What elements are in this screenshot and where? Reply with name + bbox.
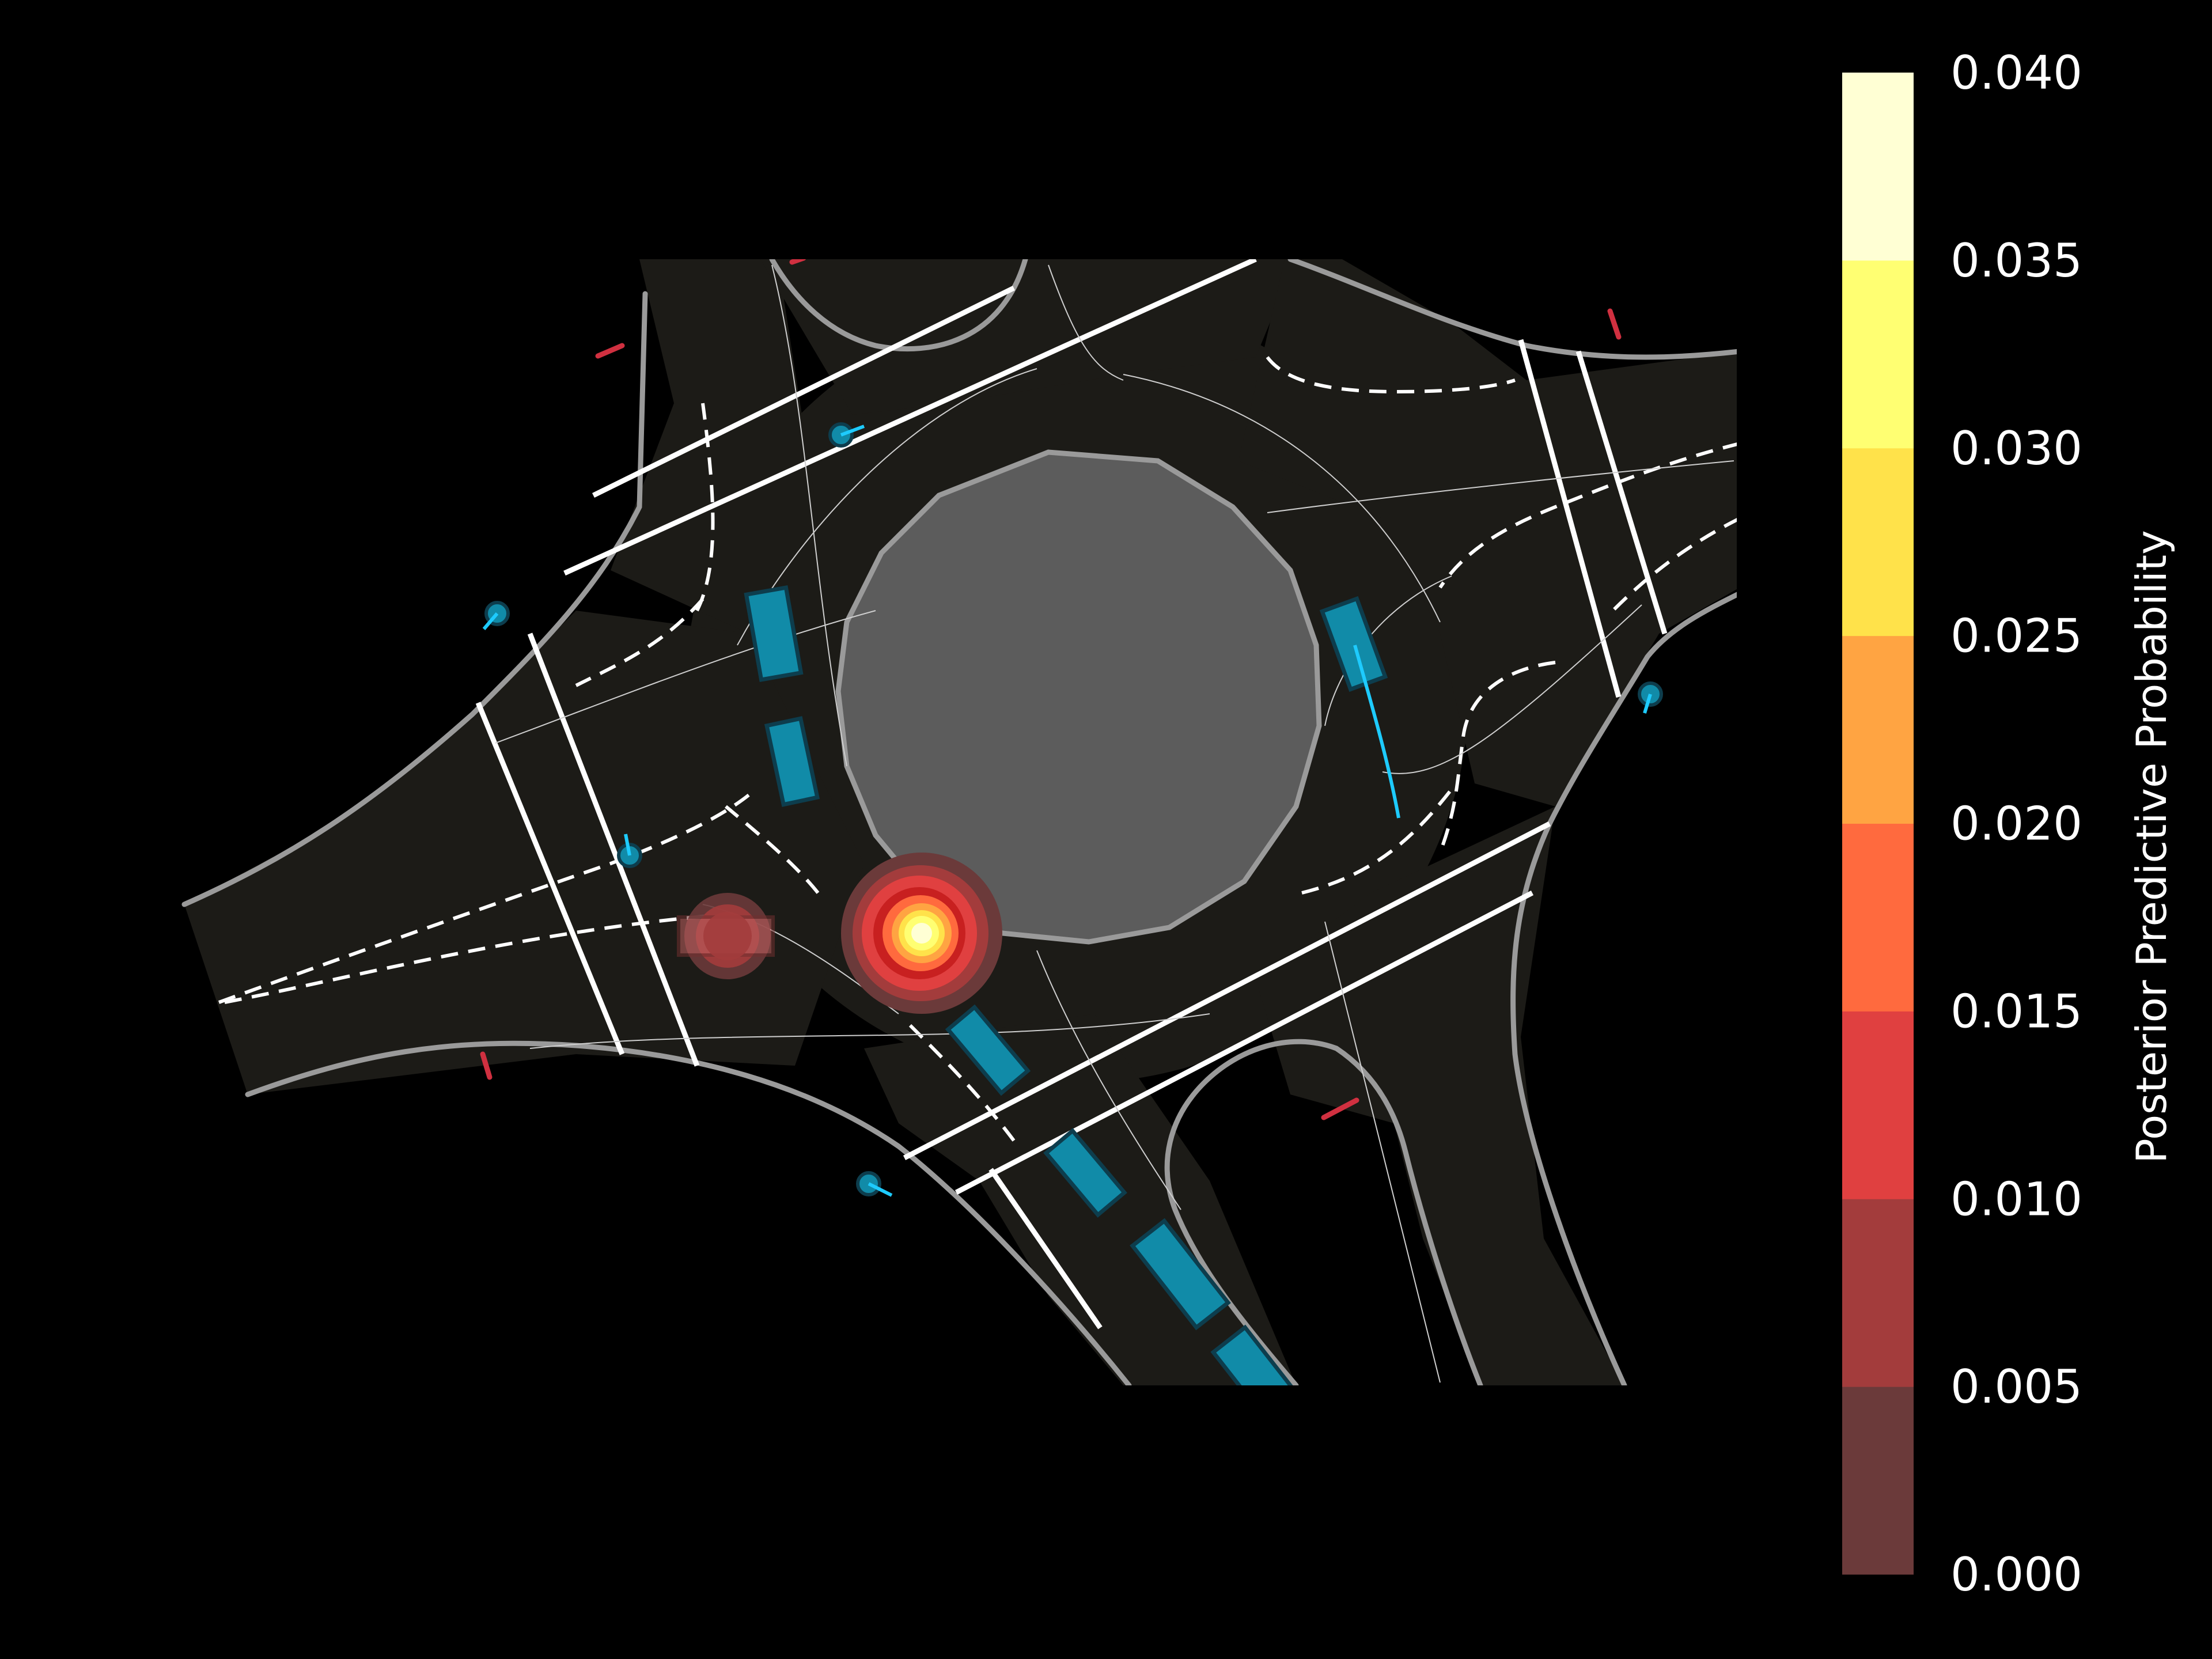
colorbar-tick-label: 0.010 xyxy=(1950,1172,2082,1226)
traffic-signals xyxy=(480,259,1622,1120)
colorbar-level-1 xyxy=(1842,1199,1914,1387)
traffic-signal xyxy=(1607,308,1622,340)
heat-blob-predicted xyxy=(841,853,1002,1014)
probability-heatmap xyxy=(677,853,1002,1014)
colorbar-tick-label: 0.030 xyxy=(1950,422,2082,475)
colorbar-level-3 xyxy=(1842,823,1914,1012)
traffic-signal xyxy=(789,259,806,265)
colorbar-level-7 xyxy=(1842,73,1914,261)
colorbar-tick-label: 0.005 xyxy=(1950,1360,2082,1414)
vehicle-trajectory xyxy=(1353,645,1400,819)
colorbar-tick-label: 0.000 xyxy=(1950,1548,2082,1601)
vehicle xyxy=(1130,1218,1231,1331)
crosswalk-lines xyxy=(475,259,1668,1330)
pedestrian xyxy=(828,422,865,448)
colorbar: 0.000 0.005 0.010 0.015 0.020 0.025 0.030 0.035… xyxy=(1842,46,2082,1601)
road-edges xyxy=(181,259,1737,1385)
colorbar-tick-label: 0.025 xyxy=(1950,609,2082,663)
pedestrians xyxy=(482,422,1663,1197)
colorbar-level-4 xyxy=(1842,635,1914,824)
vehicle xyxy=(764,716,820,807)
colorbar-level-6 xyxy=(1842,260,1914,449)
vehicle xyxy=(1043,1128,1127,1218)
vehicle xyxy=(744,585,804,682)
colorbar-level-5 xyxy=(1842,448,1914,637)
traffic-signal xyxy=(595,343,625,359)
central-island xyxy=(835,449,1322,945)
vehicle xyxy=(1210,1324,1301,1385)
vehicles xyxy=(744,585,1388,1385)
pedestrian xyxy=(1638,681,1663,714)
colorbar-level-2 xyxy=(1842,1011,1914,1199)
colorbar-tick-label: 0.040 xyxy=(1950,46,2082,100)
colorbar-label: Posterior Predictive Probability xyxy=(2127,530,2176,1163)
traffic-signal xyxy=(480,1051,493,1080)
pedestrian xyxy=(482,601,510,630)
vehicle xyxy=(1319,596,1388,692)
colorbar-tick-label: 0.015 xyxy=(1950,984,2082,1038)
pedestrian xyxy=(856,1171,893,1197)
traffic-signal xyxy=(1321,1097,1359,1120)
vehicle xyxy=(945,1004,1031,1096)
plot-area xyxy=(181,259,1737,1385)
heat-blob-ego xyxy=(677,893,775,979)
colorbar-tick-label: 0.035 xyxy=(1950,234,2082,287)
colorbar-tick-label: 0.020 xyxy=(1950,797,2082,851)
pedestrian xyxy=(617,834,642,868)
colorbar-level-0 xyxy=(1842,1387,1914,1575)
